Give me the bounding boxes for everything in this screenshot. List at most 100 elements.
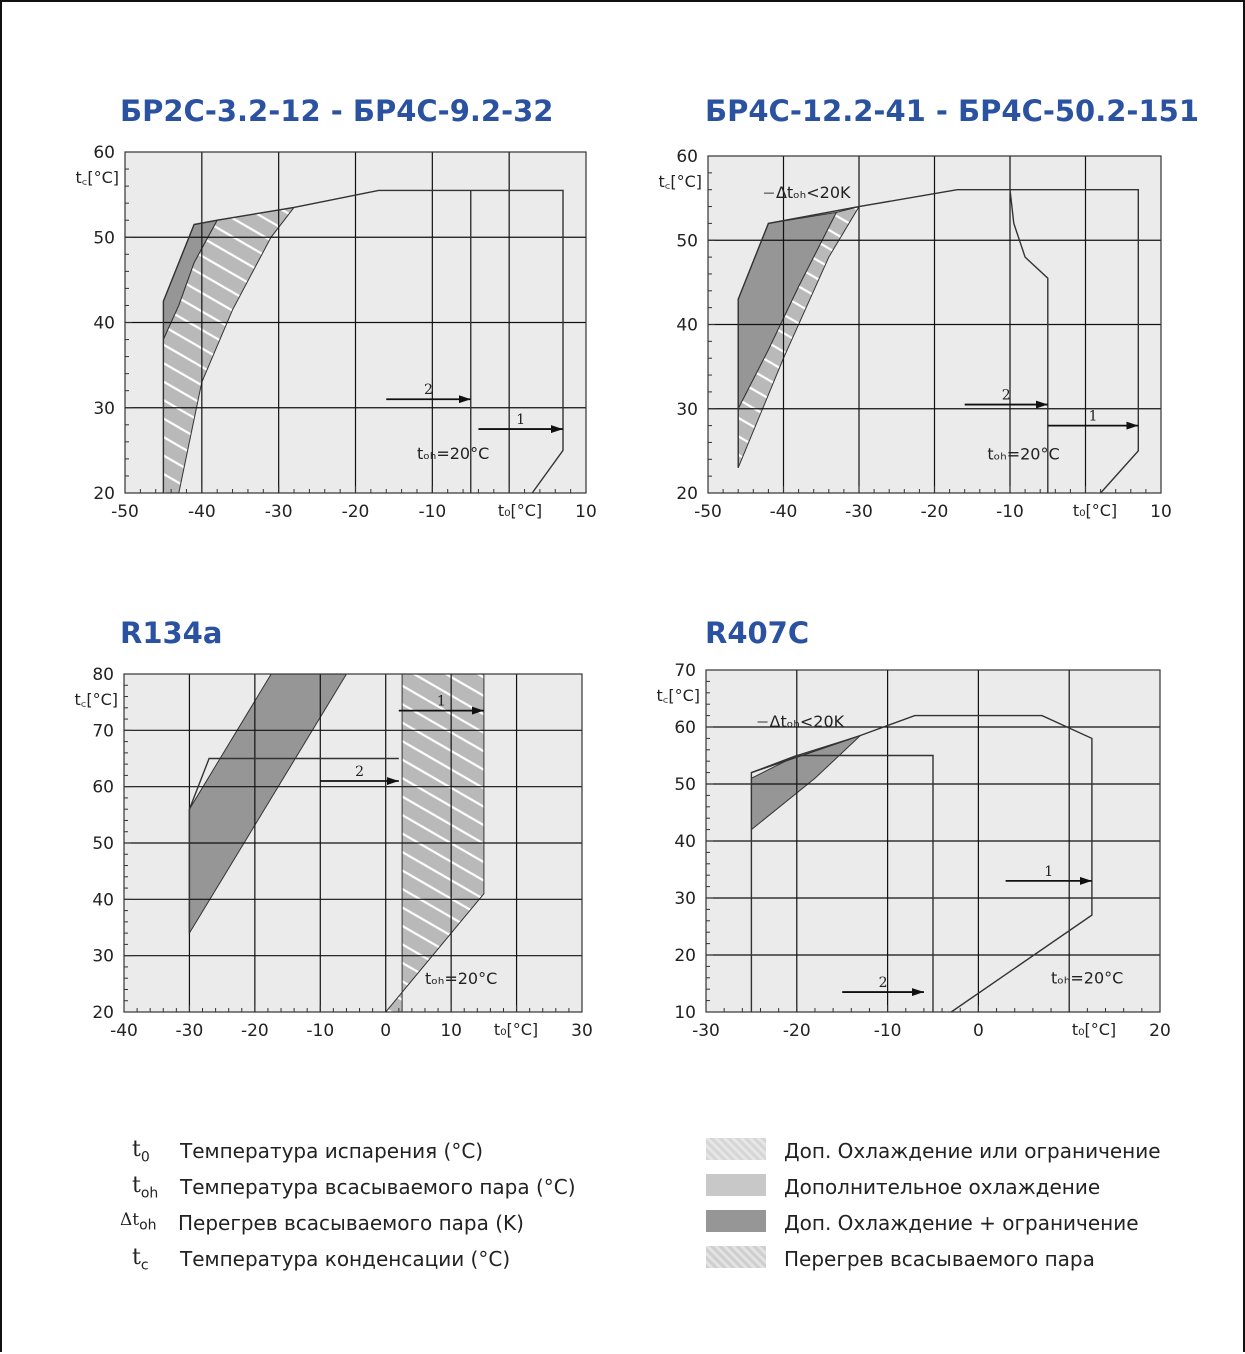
y-tick-label-2: 60 bbox=[676, 147, 698, 167]
chart-title-3: R134a bbox=[120, 616, 223, 650]
x-tick-label-4: 20 bbox=[1149, 1021, 1171, 1041]
swatch-additional-cooling bbox=[706, 1174, 766, 1196]
envelope-line-2 bbox=[737, 188, 1140, 494]
y-tick-label-3: 70 bbox=[92, 721, 114, 741]
y-tick-label-2: 30 bbox=[676, 400, 698, 420]
x-axis-label-1: t₀[°C] bbox=[498, 501, 542, 520]
swatch-cooling-or-limit bbox=[706, 1138, 766, 1160]
x-tick-label-4: -20 bbox=[783, 1021, 811, 1041]
x-tick-label-1: -30 bbox=[265, 502, 293, 522]
legend-cooling-plus-limit: Доп. Охлаждение + ограничение bbox=[784, 1211, 1139, 1235]
desc-tc: Температура конденсации (°C) bbox=[180, 1247, 511, 1271]
legend-cooling-or-limit: Доп. Охлаждение или ограничение bbox=[784, 1139, 1161, 1163]
x-tick-label-3: 30 bbox=[571, 1021, 593, 1041]
x-tick-label-3: 10 bbox=[440, 1021, 462, 1041]
y-axis-label-3: t꜀[°C] bbox=[75, 690, 118, 709]
chart-2: 2 1 tₒₕ=20°C Δtₒₕ<20K -50 -40 -30 -20 -10 10 t₀[°C… bbox=[659, 147, 1172, 522]
x-tick-label-1: -10 bbox=[418, 502, 446, 522]
chart-title-1: БР2С-3.2-12 - БР4С-9.2-32 bbox=[120, 94, 554, 128]
symbol-tc-sub: c bbox=[140, 1257, 149, 1274]
legend-superheat: Перегрев всасываемого пара bbox=[784, 1247, 1095, 1271]
x-tick-label-4: -30 bbox=[692, 1021, 720, 1041]
symbol-t0-sub: 0 bbox=[140, 1149, 150, 1166]
x-tick-label-3: 0 bbox=[380, 1021, 391, 1041]
annotation-1-0: tₒₕ=20°C bbox=[417, 444, 489, 463]
x-tick-label-3: -20 bbox=[241, 1021, 269, 1041]
x-tick-label-4: -10 bbox=[874, 1021, 902, 1041]
arrow-label-2-1: 2 bbox=[424, 382, 433, 398]
y-tick-label-1: 40 bbox=[93, 314, 115, 334]
symbol-toh: toh bbox=[132, 1173, 159, 1202]
y-tick-label-3: 50 bbox=[92, 834, 114, 854]
y-tick-label-2: 40 bbox=[676, 316, 698, 336]
inner-limit-line-4 bbox=[751, 754, 934, 1012]
x-axis-label-4: t₀[°C] bbox=[1072, 1020, 1116, 1039]
chart-3: 1 2 tₒₕ=20°C -40 -30 -20 -10 10 0 30 t₀[°C] 20 30 40 5… bbox=[75, 665, 593, 1041]
x-tick-label-2: -10 bbox=[996, 502, 1024, 522]
y-axis-label-4: t꜀[°C] bbox=[657, 686, 700, 705]
y-axis-label-2: t꜀[°C] bbox=[659, 172, 702, 191]
limit-curve-2 bbox=[1009, 189, 1049, 493]
swatch-superheat bbox=[706, 1246, 766, 1268]
chart-1: 2 1 tₒₕ=20°C -50 -40 -30 -20 -10 10 t₀[°C] 20 30 40 5… bbox=[76, 143, 597, 522]
envelope-line-3 bbox=[188, 757, 399, 934]
x-axis-label-2: t₀[°C] bbox=[1073, 501, 1117, 520]
chart-4: 1 2 tₒₕ=20°C Δtₒₕ<20K -30 -20 -10 0 20 t₀[°C] 10 20… bbox=[657, 661, 1171, 1041]
y-tick-label-1: 60 bbox=[93, 143, 115, 163]
x-tick-label-1: -40 bbox=[188, 502, 216, 522]
arrow-label-1-3: 1 bbox=[437, 694, 446, 710]
y-tick-label-4: 40 bbox=[674, 832, 696, 852]
y-tick-label-3: 40 bbox=[92, 890, 114, 910]
x-tick-label-1: -20 bbox=[342, 502, 370, 522]
arrow-label-2-2: 2 bbox=[1002, 388, 1011, 404]
y-tick-label-1: 30 bbox=[93, 399, 115, 419]
annotation-4-0: tₒₕ=20°C bbox=[1051, 969, 1123, 988]
x-tick-label-3: -10 bbox=[306, 1021, 334, 1041]
x-axis-label-3: t₀[°C] bbox=[494, 1020, 538, 1039]
annotation-4-1: Δtₒₕ<20K bbox=[770, 712, 845, 731]
y-tick-label-4: 10 bbox=[674, 1003, 696, 1023]
annotation-2-0: tₒₕ=20°C bbox=[987, 444, 1059, 463]
x-tick-label-3: -30 bbox=[176, 1021, 204, 1041]
x-tick-label-1: -50 bbox=[111, 502, 139, 522]
symbol-toh-sub: oh bbox=[140, 1185, 159, 1202]
y-tick-label-4: 30 bbox=[674, 889, 696, 909]
y-tick-label-4: 50 bbox=[674, 775, 696, 795]
y-tick-label-4: 70 bbox=[674, 661, 696, 681]
x-tick-label-1: 10 bbox=[575, 502, 597, 522]
arrow-label-2-3: 2 bbox=[355, 764, 364, 780]
x-tick-label-3: -40 bbox=[110, 1021, 138, 1041]
y-axis-label-1: t꜀[°C] bbox=[76, 168, 119, 187]
x-tick-label-2: -30 bbox=[845, 502, 873, 522]
y-tick-label-3: 80 bbox=[92, 665, 114, 685]
arrow-label-2-4: 2 bbox=[879, 975, 888, 991]
x-tick-label-4: 0 bbox=[973, 1021, 984, 1041]
y-tick-label-2: 20 bbox=[676, 484, 698, 504]
chart-title-4: R407C bbox=[705, 616, 810, 650]
desc-dtoh: Перегрев всасываемого пара (K) bbox=[178, 1211, 524, 1235]
symbol-t0: t0 bbox=[132, 1137, 150, 1166]
symbol-dtoh: Δtoh bbox=[120, 1210, 157, 1234]
y-tick-label-3: 20 bbox=[92, 1003, 114, 1023]
annotation-3-0: tₒₕ=20°C bbox=[425, 969, 497, 988]
y-tick-label-1: 50 bbox=[93, 228, 115, 248]
y-tick-label-1: 20 bbox=[93, 484, 115, 504]
y-tick-label-3: 60 bbox=[92, 778, 114, 798]
desc-toh: Температура всасываемого пара (°C) bbox=[180, 1175, 576, 1199]
x-tick-label-2: -20 bbox=[921, 502, 949, 522]
envelope-line-1 bbox=[162, 189, 564, 494]
symbol-dtoh-sub: oh bbox=[139, 1217, 157, 1234]
y-tick-label-3: 30 bbox=[92, 947, 114, 967]
y-tick-label-4: 20 bbox=[674, 946, 696, 966]
desc-t0: Температура испарения (°C) bbox=[180, 1139, 484, 1163]
x-tick-label-2: -40 bbox=[770, 502, 798, 522]
arrow-label-1-2: 1 bbox=[1089, 409, 1098, 425]
y-tick-label-4: 60 bbox=[674, 718, 696, 738]
x-tick-label-2: -50 bbox=[694, 502, 722, 522]
symbol-tc: tc bbox=[132, 1245, 149, 1274]
legend-additional-cooling: Дополнительное охлаждение bbox=[784, 1175, 1101, 1199]
swatch-cooling-plus-limit bbox=[706, 1210, 766, 1232]
arrow-label-1-1: 1 bbox=[516, 412, 525, 428]
